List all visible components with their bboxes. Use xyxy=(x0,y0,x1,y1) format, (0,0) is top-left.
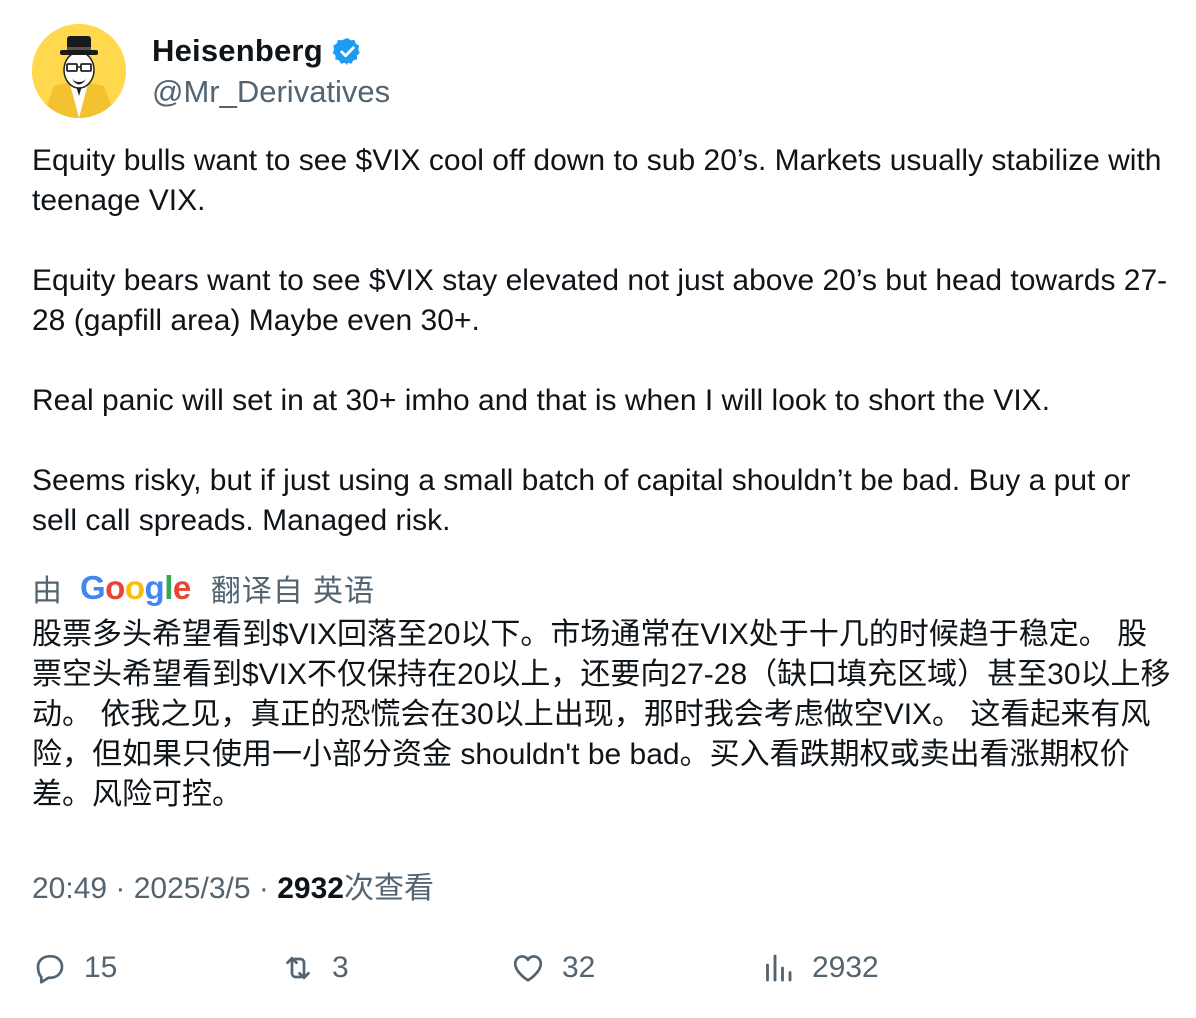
tweet-paragraph: Seems risky, but if just using a small b… xyxy=(32,464,1131,537)
avatar-image xyxy=(32,24,126,118)
avatar[interactable] xyxy=(32,24,126,118)
translated-by-label: 由 xyxy=(32,575,62,608)
views-action-count: 2932 xyxy=(812,951,879,984)
tweet-date[interactable]: 2025/3/5 xyxy=(133,872,251,905)
reply-icon xyxy=(32,950,68,986)
author-names: Heisenberg @Mr_Derivatives xyxy=(152,32,390,110)
tweet-time[interactable]: 20:49 xyxy=(32,872,108,905)
like-count: 32 xyxy=(562,951,596,984)
reply-count: 15 xyxy=(84,951,118,984)
views-label: 次查看 xyxy=(343,872,434,905)
like-button[interactable]: 32 xyxy=(510,950,595,986)
repost-icon xyxy=(280,950,316,986)
heart-icon xyxy=(510,950,546,986)
tweet-paragraph: Real panic will set in at 30+ imho and t… xyxy=(32,384,1051,417)
repost-button[interactable]: 3 xyxy=(280,950,349,986)
views-count: 2932 xyxy=(277,872,344,905)
verified-badge-icon xyxy=(332,36,363,67)
translated-text: 股票多头希望看到$VIX回落至20以下。市场通常在VIX处于十几的时候趋于稳定。… xyxy=(32,618,1171,811)
tweet-text: Equity bulls want to see $VIX cool off d… xyxy=(32,141,1172,541)
handle[interactable]: @Mr_Derivatives xyxy=(152,74,391,109)
tweet-header: Heisenberg @Mr_Derivatives xyxy=(32,24,390,118)
translation-attribution[interactable]: 由 Google 翻译自 英语 xyxy=(32,566,375,610)
meta-separator: · xyxy=(107,872,134,905)
analytics-icon xyxy=(760,950,796,986)
reply-button[interactable]: 15 xyxy=(32,950,117,986)
action-bar: 15 3 32 2932 xyxy=(32,950,1132,994)
views-button[interactable]: 2932 xyxy=(760,950,879,986)
tweet-meta: 20:49 · 2025/3/5 · 2932次查看 xyxy=(32,863,434,907)
translated-from-label: 翻译自 英语 xyxy=(210,575,376,608)
meta-separator: · xyxy=(250,872,278,905)
tweet-paragraph: Equity bears want to see $VIX stay eleva… xyxy=(32,264,1168,337)
repost-count: 3 xyxy=(332,951,349,984)
tweet-paragraph: Equity bulls want to see $VIX cool off d… xyxy=(32,144,1162,217)
google-logo: Google xyxy=(80,569,191,606)
display-name[interactable]: Heisenberg xyxy=(152,33,323,68)
display-name-row: Heisenberg xyxy=(152,32,390,70)
